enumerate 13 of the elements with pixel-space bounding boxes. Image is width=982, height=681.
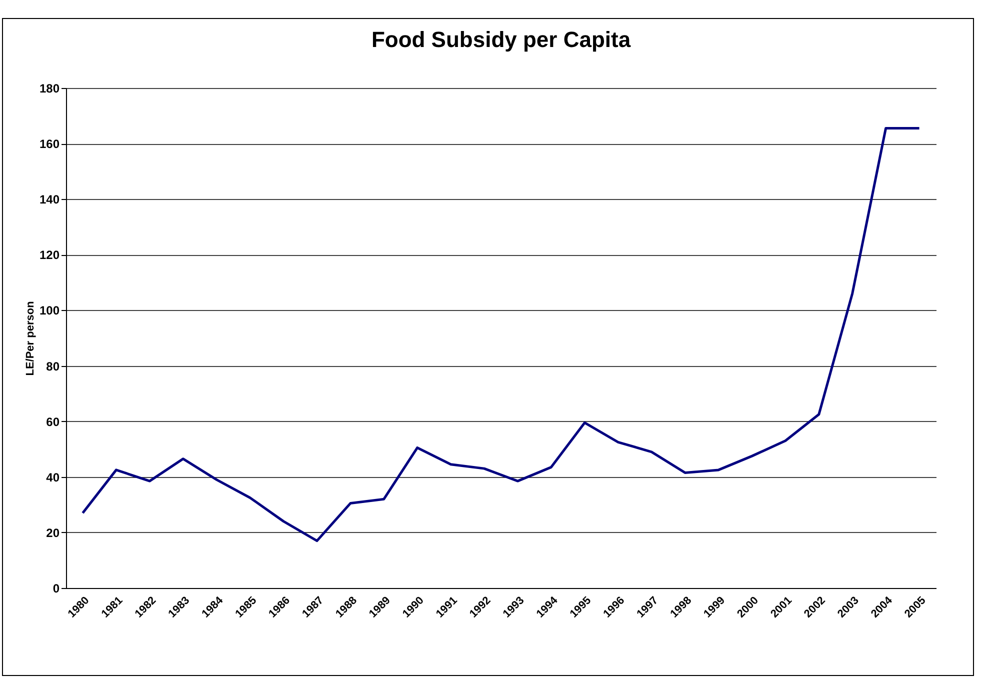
y-tick-label: 100 bbox=[39, 304, 60, 318]
y-tick-label: 20 bbox=[46, 526, 60, 540]
y-axis-title: LE/Per person bbox=[24, 300, 36, 376]
y-tick-label: 140 bbox=[39, 192, 60, 207]
y-tick-label: 60 bbox=[46, 414, 60, 429]
y-tick-label: 0 bbox=[52, 582, 60, 596]
y-tick-label: 80 bbox=[46, 359, 60, 374]
y-tick-label: 40 bbox=[46, 470, 60, 484]
line-series bbox=[81, 127, 921, 542]
y-tick-label: 160 bbox=[39, 137, 60, 152]
y-tick-label: 180 bbox=[39, 82, 60, 96]
y-tick-label: 120 bbox=[39, 248, 60, 262]
chart-title: Food Subsidy per Capita bbox=[371, 27, 632, 52]
